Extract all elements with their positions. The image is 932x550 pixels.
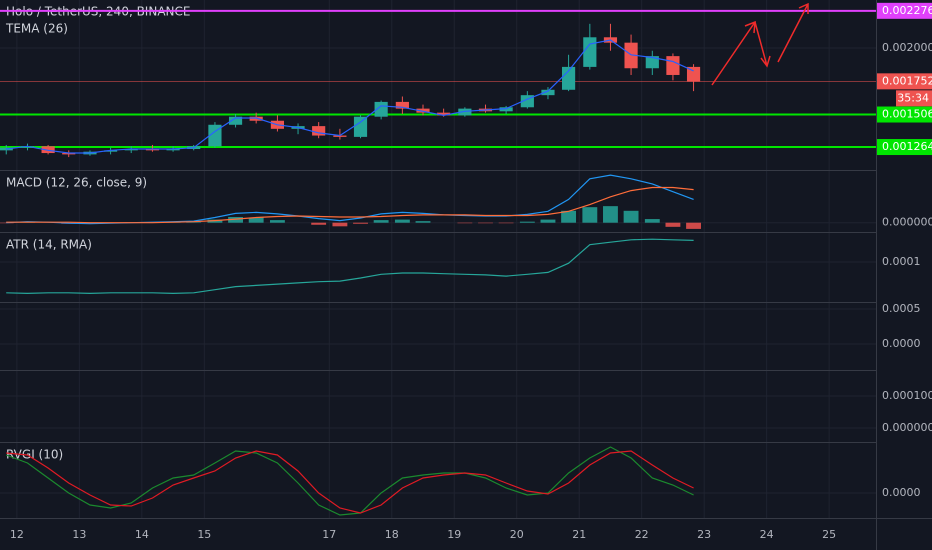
candle-body <box>583 37 597 67</box>
histogram-bar <box>457 222 473 224</box>
histogram-bar <box>561 210 577 223</box>
candle-body <box>686 66 701 82</box>
candle-body <box>562 66 576 90</box>
histogram-bar <box>394 219 410 223</box>
x-tick-label: 21 <box>572 528 586 541</box>
price-label: 0.0012646 <box>882 140 932 153</box>
histogram-bar <box>540 219 556 223</box>
x-tick-label: 25 <box>822 528 836 541</box>
histogram-bar <box>623 210 639 223</box>
candle-body <box>145 149 160 151</box>
x-tick-label: 12 <box>10 528 24 541</box>
price-label: 0.0022765 <box>882 4 932 17</box>
candle-body <box>124 149 138 151</box>
histogram-bar <box>311 222 327 225</box>
price-label-bg <box>877 106 932 123</box>
histogram-bar <box>186 222 202 223</box>
y-tick-label: 0.0000 <box>882 486 921 499</box>
x-tick-label: 24 <box>760 528 774 541</box>
candle-body <box>104 150 118 152</box>
histogram-bar <box>519 221 535 223</box>
candle-body <box>41 146 55 154</box>
candle-body <box>228 116 243 125</box>
candle-body <box>541 89 555 96</box>
x-tick-label: 20 <box>510 528 524 541</box>
candle-body <box>353 116 368 137</box>
arrow <box>777 2 809 63</box>
x-tick-label: 19 <box>447 528 461 541</box>
candle-body <box>249 116 263 121</box>
pane-title: ATR (14, RMA) <box>6 238 92 252</box>
price-label-bg <box>877 73 932 90</box>
price-label: 0.0015062 <box>882 108 932 121</box>
histogram-bar <box>332 222 348 227</box>
y-tick-label: 0.0001 <box>882 255 921 268</box>
candle-body <box>333 135 347 137</box>
candle-body <box>166 149 180 151</box>
histogram-bar <box>478 222 493 224</box>
y-tick-label: 0.0000 <box>882 337 921 350</box>
histogram-bar <box>269 220 285 223</box>
overlay-name: TEMA (26) <box>5 22 68 36</box>
x-tick-label: 23 <box>697 528 711 541</box>
candle-body <box>437 112 451 116</box>
histogram-bar <box>603 206 618 223</box>
histogram-bar <box>665 222 681 227</box>
histogram-bar <box>415 221 431 223</box>
x-tick-label: 15 <box>197 528 211 541</box>
candle-body <box>312 126 326 136</box>
candle-body <box>666 56 680 75</box>
indicator-line <box>6 238 694 295</box>
candle-body <box>645 56 659 69</box>
x-tick-label: 17 <box>322 528 336 541</box>
histogram-bar <box>248 217 264 223</box>
histogram-bar <box>644 219 660 223</box>
indicator-line <box>6 39 694 154</box>
x-tick-label: 13 <box>72 528 86 541</box>
histogram-bar <box>686 222 701 229</box>
pane-title: MACD (12, 26, close, 9) <box>6 176 147 190</box>
candle-body <box>458 108 472 116</box>
histogram-bar <box>498 222 514 224</box>
candle-body <box>624 42 638 69</box>
price-label-bg <box>877 2 932 19</box>
candle-body <box>62 153 76 155</box>
y-tick-label: 0.0005 <box>882 302 921 315</box>
candle-body <box>499 107 513 112</box>
price-label: 0.0017527 <box>882 74 932 87</box>
candle-body <box>395 101 409 109</box>
price-label-bg <box>877 139 932 156</box>
candle-body <box>20 146 35 148</box>
countdown: 35:34 <box>897 91 929 104</box>
arrow <box>754 21 771 68</box>
x-tick-label: 22 <box>635 528 649 541</box>
histogram-bar <box>373 220 389 223</box>
candle-body <box>416 108 430 113</box>
histogram-bar <box>228 217 243 223</box>
candle-body <box>208 124 222 147</box>
drawn-arrows <box>711 2 809 86</box>
countdown-bg <box>896 90 932 107</box>
grid <box>0 0 876 518</box>
x-tick-label: 14 <box>135 528 149 541</box>
indicator-line <box>6 450 694 514</box>
histogram-bar <box>353 222 368 224</box>
histogram-bar <box>582 207 598 223</box>
indicator-line <box>6 186 694 224</box>
x-tick-label: 18 <box>385 528 399 541</box>
pane-title: RVGI (10) <box>6 448 63 462</box>
